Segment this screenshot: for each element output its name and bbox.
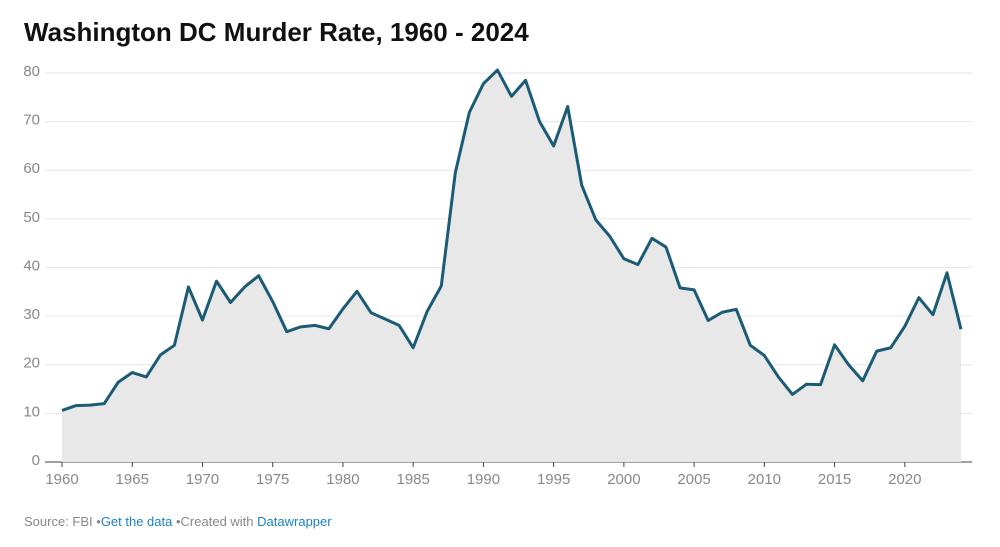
y-tick-label: 20 [23, 355, 40, 372]
x-tick-label: 1995 [537, 471, 570, 488]
y-tick-label: 30 [23, 306, 40, 323]
tool-link[interactable]: Datawrapper [257, 514, 332, 529]
x-tick-label: 2015 [818, 471, 851, 488]
x-tick-label: 2010 [748, 471, 781, 488]
line [61, 68, 963, 412]
y-tick-label: 40 [23, 257, 40, 274]
created-with: Created with [180, 514, 254, 529]
chart: Washington DC Murder Rate, 1960 - 2024 0… [23, 17, 972, 488]
x-tick-label: 1965 [116, 471, 149, 488]
data-link[interactable]: Get the data [100, 514, 173, 529]
x-tick-label: 1975 [256, 471, 289, 488]
y-tick-label: 0 [32, 452, 40, 469]
x-tick-label: 2005 [677, 471, 710, 488]
chart-title: Washington DC Murder Rate, 1960 - 2024 [24, 17, 529, 47]
x-tick-label: 1990 [467, 471, 500, 488]
footer: Source: FBI Get the data Created with Data… [24, 514, 332, 529]
x-tick-label: 1980 [326, 471, 359, 488]
y-tick-label: 60 [23, 160, 40, 177]
x-tick-label: 2020 [888, 471, 921, 488]
x-tick-label: 1960 [45, 471, 78, 488]
x-tick-label: 1970 [186, 471, 219, 488]
x-tick-label: 2000 [607, 471, 640, 488]
y-tick-label: 50 [23, 209, 40, 226]
y-tick-label: 80 [23, 63, 40, 80]
source: Source: FBI [24, 514, 93, 529]
y-tick-label: 10 [23, 403, 40, 420]
y-tick-label: 70 [23, 112, 40, 129]
x-tick-label: 1985 [396, 471, 429, 488]
area [62, 70, 961, 463]
